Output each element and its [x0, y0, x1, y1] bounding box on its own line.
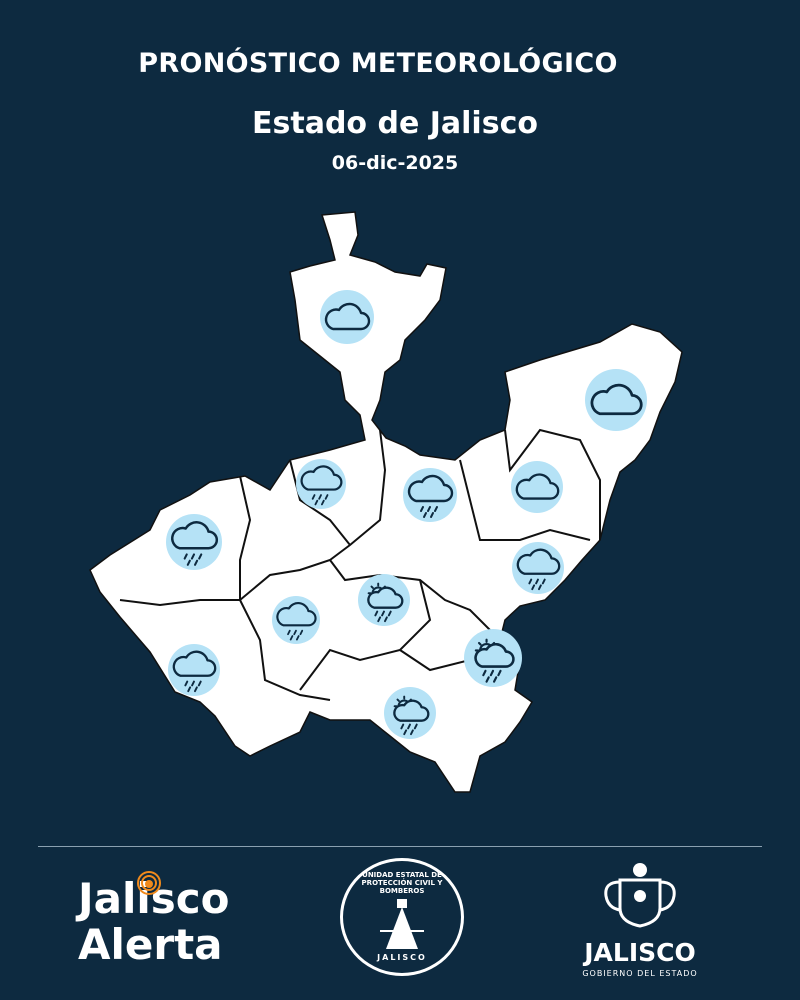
- rain-icon: [512, 542, 564, 594]
- state-outline-shape: [89, 211, 683, 793]
- page-subtitle: Estado de Jalisco: [252, 106, 538, 141]
- rain-icon: [168, 644, 220, 696]
- rain-icon: [296, 459, 346, 509]
- partly-sunny-rain-icon: [464, 629, 522, 687]
- cloudy-icon: [511, 461, 563, 513]
- seal-bottom-text: JALISCO: [377, 953, 427, 962]
- rain-icon: [166, 514, 222, 570]
- forecast-date: 06-dic-2025: [331, 152, 459, 174]
- region-border: [119, 599, 240, 607]
- page-title: PRONÓSTICO METEOROLÓGICO: [138, 48, 618, 79]
- alert-signal-icon: [137, 871, 161, 895]
- logo-line-1: Jalisco: [78, 874, 230, 923]
- cloudy-icon: [585, 369, 647, 431]
- region-border: [239, 429, 387, 601]
- region-border: [504, 428, 601, 540]
- cloudy-icon: [320, 290, 374, 344]
- logo-line-2: Alerta: [78, 920, 223, 969]
- region-border: [239, 475, 252, 600]
- seal-text: UNIDAD ESTATAL DE PROTECCIÓN CIVIL Y BOM…: [361, 871, 443, 895]
- proteccion-civil-seal: UNIDAD ESTATAL DE PROTECCIÓN CIVIL Y BOM…: [340, 858, 464, 976]
- jalisco-map: [89, 211, 683, 793]
- region-border: [299, 579, 432, 691]
- partly-sunny-rain-icon: [358, 574, 410, 626]
- jalisco-alerta-logo: Jalisco Alerta: [78, 871, 230, 969]
- state-outline: [89, 211, 683, 793]
- forecast-icons: [166, 290, 647, 739]
- rain-icon: [272, 596, 320, 644]
- gov-name: JALISCO: [584, 938, 696, 967]
- region-border: [459, 459, 591, 541]
- partly-sunny-rain-icon: [384, 687, 436, 739]
- gov-subtitle: GOBIERNO DEL ESTADO: [582, 969, 698, 978]
- gobierno-jalisco-logo: JALISCO GOBIERNO DEL ESTADO: [570, 860, 710, 978]
- seal-emblem-icon: [380, 899, 424, 949]
- region-border: [289, 459, 351, 546]
- rain-icon: [403, 468, 457, 522]
- region-border: [239, 599, 331, 701]
- divider: [38, 846, 762, 847]
- coat-of-arms-icon: [604, 863, 676, 928]
- region-borders: [119, 428, 601, 701]
